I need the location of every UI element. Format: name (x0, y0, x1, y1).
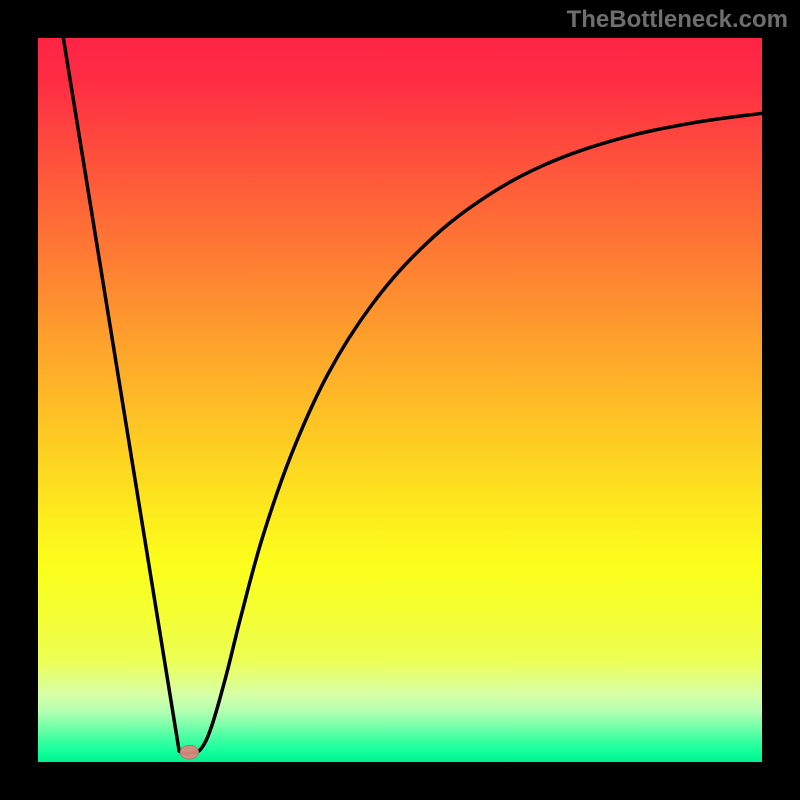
dip-marker (180, 745, 199, 759)
chart-frame: TheBottleneck.com (0, 0, 800, 800)
outer-border (0, 0, 800, 800)
watermark-text: TheBottleneck.com (567, 6, 788, 34)
